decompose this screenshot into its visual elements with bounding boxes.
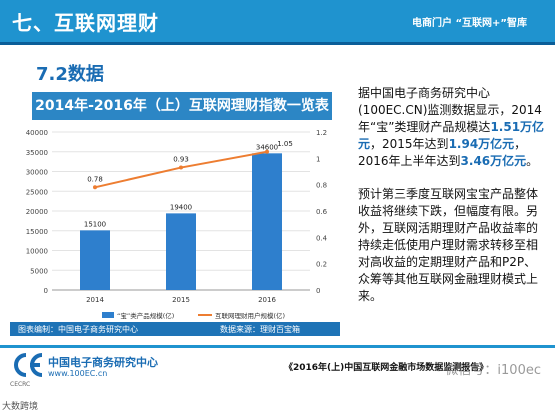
paragraph-stats: 据中国电子商务研究中心(100EC.CN)监测数据显示，2014年“宝”类理财产… [358,85,548,170]
x-tick-label: 2016 [258,296,276,304]
y-tick-label-right: 0.8 [316,182,327,190]
line-data-label: 1.05 [277,140,293,148]
logo-url: www.100EC.cn [48,369,108,378]
y-tick-label-right: 0.4 [316,234,328,242]
paragraph-forecast: 预计第三季度互联网宝宝产品整体收益将继续下跌，但幅度有限。另外，互联网活期理财产… [358,187,539,303]
legend-line-label: 互联网理财用户规模(亿) [215,311,285,320]
bar-data-label: 19400 [170,203,192,211]
x-tick-label: 2014 [86,296,104,304]
y-tick-label-left: 10000 [26,248,48,256]
y-tick-label-right: 1 [316,155,320,163]
chart-title: 2014年-2016年（上）互联网理财指数一览表 [32,92,332,120]
y-tick-label-left: 35000 [26,149,48,157]
y-tick-label-left: 0 [44,287,48,295]
y-tick-label-left: 5000 [30,267,48,275]
report-title: 《2016年(上)中国互联网金融市场数据监测报告》 [284,363,489,373]
line-data-label: 0.93 [173,156,189,164]
y-tick-label-left: 30000 [26,169,48,177]
text-column: 据中国电子商务研究中心(100EC.CN)监测数据显示，2014年“宝”类理财产… [358,85,548,321]
header-bar: 七、互联网理财 电商门户 “互联网+”智库 [0,0,555,42]
line-point [265,149,269,154]
section-title: 7.2数据 [36,64,104,85]
bar [252,153,282,290]
y-tick-label-right: 0.2 [316,261,327,269]
logo-name: 中国电子商务研究中心 [48,356,158,369]
stats-text-a: 据中国电子商务研究中心(100EC.CN)监测数据显示，2014年“宝”类理财产… [358,86,542,134]
stats-value-2016: 3.46万亿元 [460,154,527,168]
bar-data-label: 34600 [256,143,278,151]
header-brand: 电商门户 “互联网+”智库 [411,18,527,29]
chart-panel: 2014年-2016年（上）互联网理财指数一览表 0 5000 10000 15000… [10,92,340,337]
stats-text-c: ，2016年上半年达到 [358,137,527,168]
stats-text-b: ，2015年达到 [370,137,449,151]
header-title: 七、互联网理财 [12,11,159,35]
y-tick-label-right: 1.2 [316,129,327,137]
bar [80,230,110,290]
chart-source-data: 数据来源：理财百宝箱 [220,325,300,334]
chart: 0 5000 10000 15000 20000 25000 30000 35000 40000… [26,129,328,320]
footer-divider [0,345,555,348]
line-data-label: 0.78 [87,175,103,183]
x-tick-label: 2015 [172,296,190,304]
line-point [93,185,97,190]
legend-bar-swatch [102,312,114,318]
stats-value-2014: 1.51万亿元 [358,120,545,151]
logo-abbr: CECRC [10,381,31,388]
cecrc-logo-icon [14,353,43,377]
y-tick-label-left: 20000 [26,208,48,216]
wechat-watermark: 微信号：i100ec [445,363,541,378]
corner-watermark: 大数跨境 [2,402,39,412]
bar-data-label: 15100 [84,220,106,228]
y-tick-label-right: 0.6 [316,208,328,216]
line-point [179,165,183,170]
legend-bar-label: “宝”类产品规模(亿) [117,311,174,320]
y-tick-label-right: 0 [316,287,320,295]
bar [166,213,196,290]
header-divider [0,42,555,45]
y-tick-label-left: 25000 [26,188,48,196]
stats-value-2015: 1.94万亿元 [448,137,515,151]
stats-text-d: 。 [526,154,539,168]
y-tick-label-left: 40000 [26,129,48,137]
chart-source-compiler: 图表编制：中国电子商务研究中心 [18,325,138,334]
y-tick-label-left: 15000 [26,228,48,236]
chart-footer: 图表编制：中国电子商务研究中心 数据来源：理财百宝箱 [10,322,340,336]
